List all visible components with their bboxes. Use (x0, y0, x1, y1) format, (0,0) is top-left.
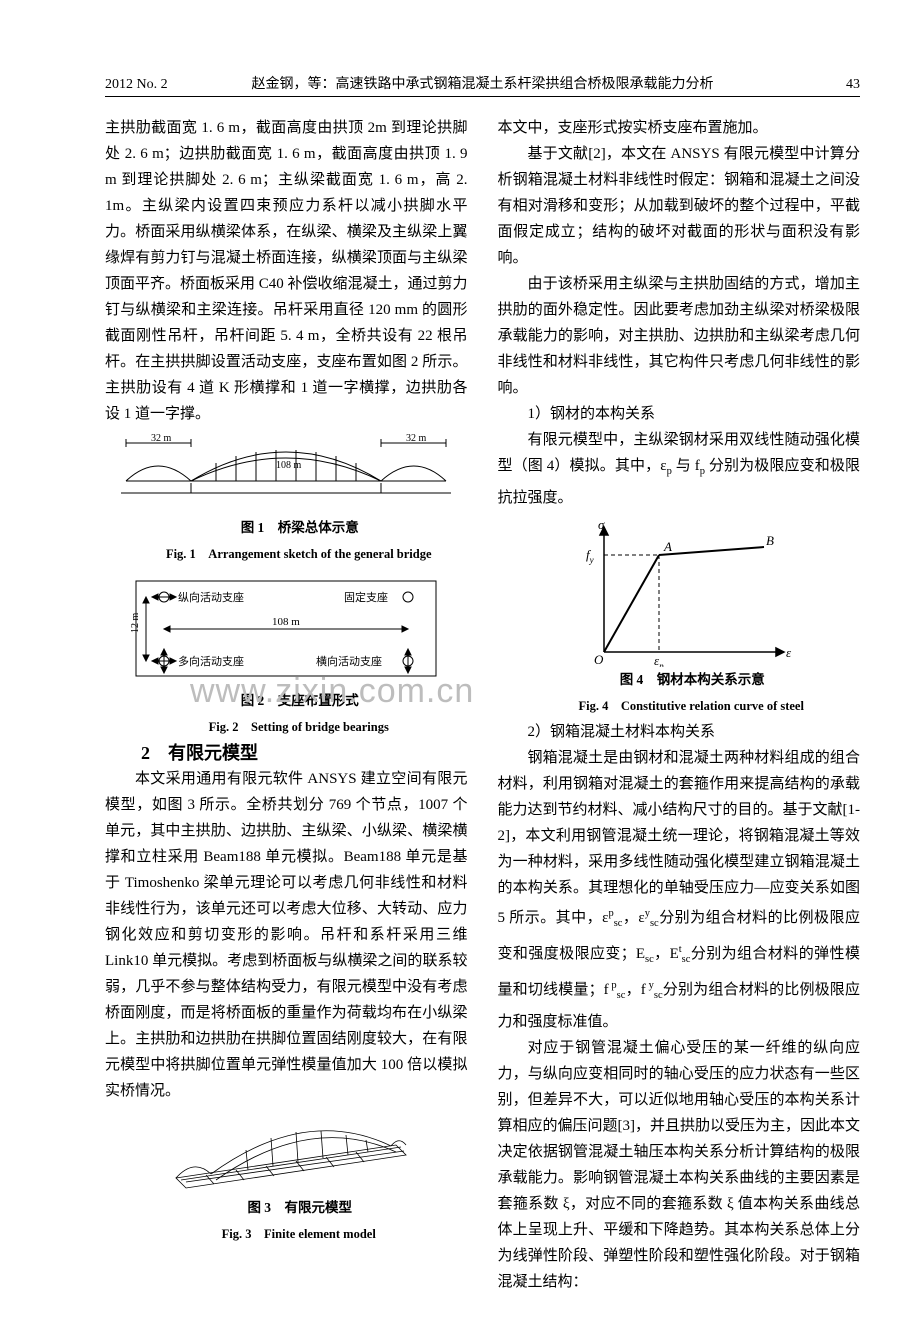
paragraph: 有限元模型中，主纵梁钢材采用双线性随动强化模型（图 4）模拟。其中，εp 与 f… (498, 427, 861, 511)
fig2-span: 108 m (272, 616, 300, 628)
symbol-sub: sc (617, 990, 626, 1001)
label-B: B (766, 533, 774, 548)
paragraph: 由于该桥采用主纵梁与主拱肋固结的方式，增加主拱肋的面外稳定性。因此要考虑加劲主纵… (498, 271, 861, 401)
paragraph: 1）钢材的本构关系 (498, 401, 861, 427)
symbol-sub: sc (654, 990, 663, 1001)
symbol-sub: sc (650, 918, 659, 929)
page: 2012 No. 2 赵金钢，等：高速铁路中承式钢箱混凝土系杆梁拱组合桥极限承载… (0, 0, 920, 1333)
left-column: 主拱肋截面宽 1. 6 m，截面高度由拱顶 2m 到理论拱脚处 2. 6 m；边… (105, 115, 468, 1295)
header-title: 赵金钢，等：高速铁路中承式钢箱混凝土系杆梁拱组合桥极限承载能力分析 (105, 73, 860, 93)
paragraph: 2）钢箱混凝土材料本构关系 (498, 719, 861, 745)
paragraph: 钢箱混凝土是由钢材和混凝土两种材料组成的组合材料，利用钢箱对混凝土的套箍作用来提… (498, 745, 861, 1035)
figure-4: σ ε fy εp A B O (498, 517, 861, 667)
figure-2-caption-cn: 图 2 支座布置形式 (105, 688, 468, 714)
fig2-label-tl: 纵向活动支座 (178, 590, 244, 604)
paragraph: 主拱肋截面宽 1. 6 m，截面高度由拱顶 2m 到理论拱脚处 2. 6 m；边… (105, 115, 468, 427)
page-header: 2012 No. 2 赵金钢，等：高速铁路中承式钢箱混凝土系杆梁拱组合桥极限承载… (105, 70, 860, 97)
fig1-dim-mid: 108 m (276, 460, 302, 471)
fig2-label-br: 横向活动支座 (316, 654, 382, 668)
symbol-sup: p (609, 980, 617, 991)
steel-curve-svg: σ ε fy εp A B O (564, 517, 794, 667)
paragraph: 对应于钢管混凝土偏心受压的某一纤维的纵向应力，与纵向应变相同时的轴心受压的应力状… (498, 1035, 861, 1295)
symbol-sup: y (646, 980, 654, 991)
symbol: E (670, 946, 679, 962)
axis-sigma: σ (598, 517, 605, 532)
figure-3 (105, 1110, 468, 1195)
label-fy: fy (586, 547, 594, 565)
figure-4-caption-en: Fig. 4 Constitutive relation curve of st… (498, 693, 861, 719)
label-ep: εp (654, 653, 664, 667)
symbol: E (636, 946, 645, 962)
symbol-sub: sc (614, 918, 623, 929)
fe-model-svg (156, 1110, 416, 1195)
paragraph: 基于文献[2]，本文在 ANSYS 有限元模型中计算分析钢箱混凝土材料非线性时假… (498, 141, 861, 271)
paragraph: 本文采用通用有限元软件 ANSYS 建立空间有限元模型，如图 3 所示。全桥共划… (105, 766, 468, 1104)
paragraph: 本文中，支座形式按实桥支座布置施加。 (498, 115, 861, 141)
bearing-layout-svg: 纵向活动支座 固定支座 108 m 12 m 多向活动支座 横向活动支座 (116, 573, 456, 688)
fig2-label-tr: 固定支座 (344, 590, 388, 604)
label-A: A (663, 539, 672, 554)
symbol-sub: sc (645, 954, 654, 965)
text: 钢箱混凝土是由钢材和混凝土两种材料组成的组合材料，利用钢箱对混凝土的套箍作用来提… (498, 750, 861, 926)
figure-2-caption-en: Fig. 2 Setting of bridge bearings (105, 714, 468, 740)
axis-epsilon: ε (786, 645, 792, 660)
fig1-dim-right: 32 m (406, 433, 427, 444)
bridge-elevation-svg: 32 m 108 m 32 m (116, 433, 456, 515)
fig2-label-bl: 多向活动支座 (178, 654, 244, 668)
symbol-sub: p (667, 466, 672, 477)
header-page-number: 43 (846, 77, 860, 93)
fig2-height: 12 m (130, 613, 141, 634)
figure-3-caption-en: Fig. 3 Finite element model (105, 1221, 468, 1247)
figure-2: 纵向活动支座 固定支座 108 m 12 m 多向活动支座 横向活动支座 (105, 573, 468, 688)
figure-1-caption-cn: 图 1 桥梁总体示意 (105, 515, 468, 541)
figure-1-caption-en: Fig. 1 Arrangement sketch of the general… (105, 541, 468, 567)
label-O: O (594, 652, 604, 667)
figure-4-caption-cn: 图 4 钢材本构关系示意 (498, 667, 861, 693)
fig1-dim-left: 32 m (151, 433, 172, 444)
figure-1: 32 m 108 m 32 m (105, 433, 468, 515)
section-2-title: 2 有限元模型 (105, 740, 468, 766)
right-column: 本文中，支座形式按实桥支座布置施加。 基于文献[2]，本文在 ANSYS 有限元… (498, 115, 861, 1295)
figure-3-caption-cn: 图 3 有限元模型 (105, 1195, 468, 1221)
two-column-body: 主拱肋截面宽 1. 6 m，截面高度由拱顶 2m 到理论拱脚处 2. 6 m；边… (105, 115, 860, 1295)
